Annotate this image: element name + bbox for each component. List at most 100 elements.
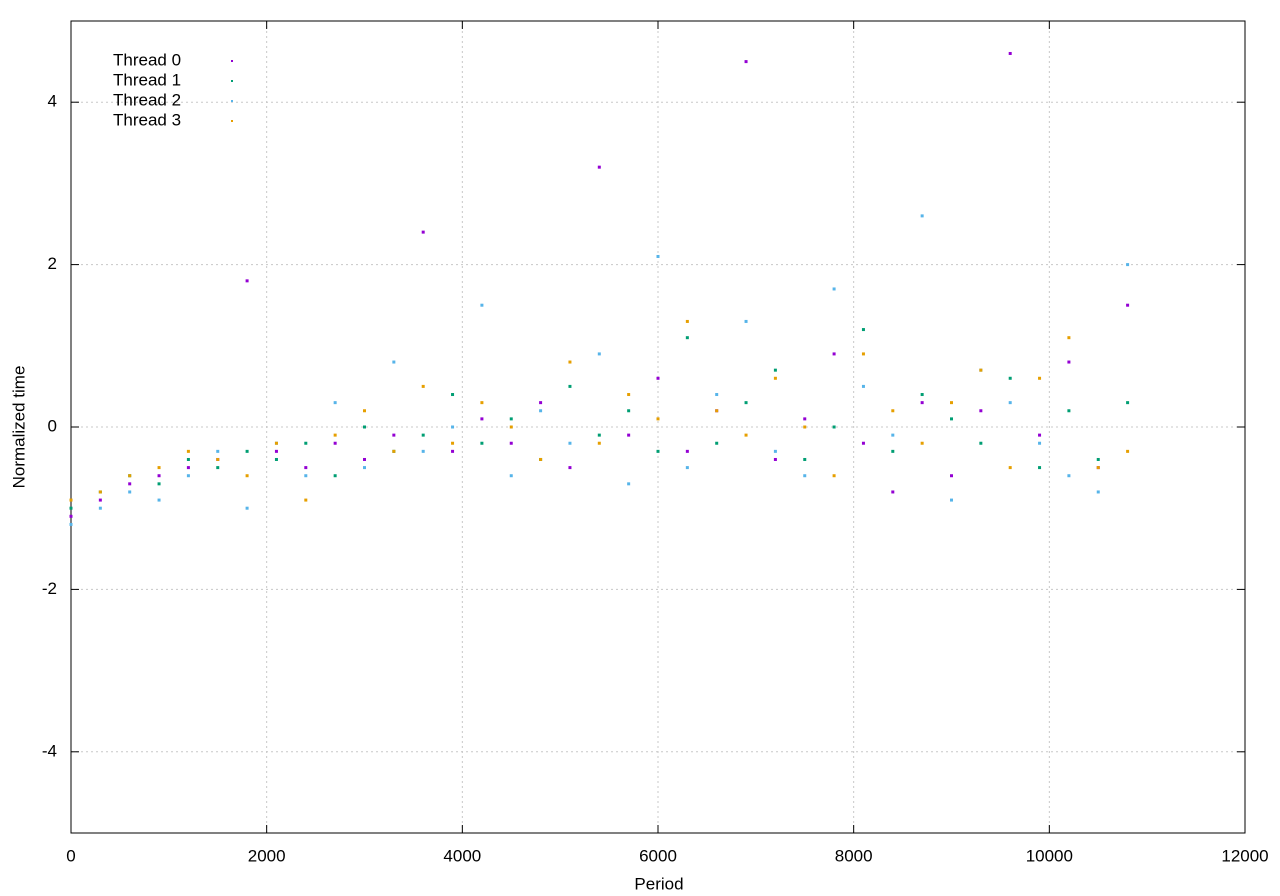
point <box>363 409 366 413</box>
point <box>773 449 777 453</box>
point <box>451 441 455 445</box>
point <box>568 384 572 388</box>
point <box>333 401 337 405</box>
point <box>480 441 484 445</box>
point <box>392 449 396 453</box>
point <box>568 360 572 364</box>
point <box>803 474 807 478</box>
point <box>1038 376 1042 380</box>
point <box>1038 441 1042 445</box>
legend-label: Thread 2 <box>113 90 181 109</box>
point <box>1038 466 1042 470</box>
point <box>186 449 190 453</box>
point <box>1008 466 1012 470</box>
point <box>128 490 132 494</box>
legend-label: Thread 1 <box>113 70 181 89</box>
point <box>685 449 689 453</box>
legend-label: Thread 0 <box>113 50 181 69</box>
point <box>803 417 807 421</box>
point <box>656 376 660 380</box>
legend-swatch <box>231 120 233 122</box>
point <box>685 319 689 323</box>
point <box>304 466 308 470</box>
point <box>304 498 308 502</box>
point <box>832 474 836 478</box>
point <box>627 433 631 437</box>
legend-label: Thread 3 <box>113 110 181 129</box>
point <box>1067 474 1071 478</box>
point <box>186 474 190 478</box>
point <box>832 287 836 291</box>
point <box>1126 449 1130 453</box>
point <box>744 401 748 405</box>
x-axis-label: Period <box>634 874 683 893</box>
point <box>685 466 689 470</box>
point <box>304 474 308 478</box>
point <box>451 393 455 397</box>
point <box>274 449 278 453</box>
point <box>597 433 601 437</box>
point <box>1038 433 1042 437</box>
point <box>597 352 601 356</box>
point <box>1096 490 1100 494</box>
point <box>597 441 601 445</box>
legend-swatch <box>231 80 233 82</box>
point <box>363 466 366 470</box>
y-tick-label: 2 <box>48 254 57 273</box>
point <box>186 466 190 470</box>
point <box>891 433 895 437</box>
point <box>597 165 601 169</box>
point <box>98 506 102 510</box>
point <box>979 368 983 372</box>
point <box>363 425 366 429</box>
point <box>950 474 953 478</box>
point <box>656 254 660 258</box>
point <box>509 441 513 445</box>
point <box>715 393 719 397</box>
point <box>1126 303 1130 307</box>
point <box>363 457 366 461</box>
point <box>832 425 836 429</box>
point <box>744 319 748 323</box>
point <box>539 401 543 405</box>
x-tick-label: 12000 <box>1221 846 1268 865</box>
x-tick-label: 6000 <box>639 846 677 865</box>
point <box>69 506 73 510</box>
point <box>803 457 807 461</box>
point <box>773 457 777 461</box>
point <box>539 457 543 461</box>
point <box>392 360 396 364</box>
point <box>509 474 513 478</box>
point <box>861 352 865 356</box>
point <box>509 417 513 421</box>
point <box>744 433 748 437</box>
point <box>480 303 484 307</box>
point <box>744 60 748 64</box>
point <box>568 466 572 470</box>
point <box>656 449 660 453</box>
point <box>128 474 132 478</box>
point <box>861 441 865 445</box>
point <box>539 409 543 413</box>
point <box>69 522 73 526</box>
point <box>656 417 660 421</box>
point <box>891 449 895 453</box>
point <box>920 214 924 218</box>
x-tick-label: 8000 <box>835 846 873 865</box>
point <box>157 498 161 502</box>
point <box>186 457 190 461</box>
point <box>861 328 865 332</box>
point <box>274 457 278 461</box>
point <box>480 417 484 421</box>
point <box>245 449 249 453</box>
y-tick-label: 4 <box>48 92 57 111</box>
point <box>333 433 337 437</box>
point <box>1008 401 1012 405</box>
point <box>274 441 278 445</box>
point <box>216 449 220 453</box>
point <box>1008 51 1012 55</box>
point <box>773 376 777 380</box>
point <box>627 409 631 413</box>
point <box>157 474 161 478</box>
point <box>920 441 924 445</box>
